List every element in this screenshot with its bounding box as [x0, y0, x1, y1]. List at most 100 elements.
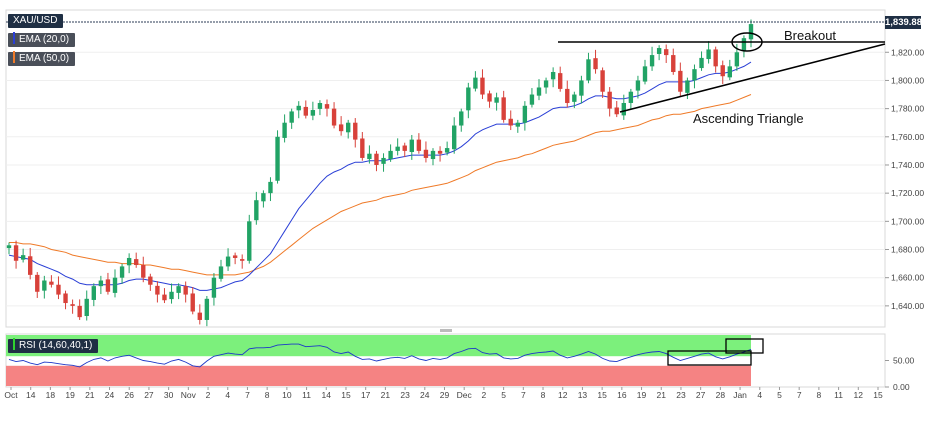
pattern-text: Ascending Triangle	[693, 111, 804, 126]
candle-body	[692, 69, 697, 81]
x-tick-label: 15	[873, 390, 883, 400]
x-tick-label: 18	[46, 390, 56, 400]
y-tick-label: 1,820.00	[891, 47, 924, 57]
x-tick-label: 28	[716, 390, 726, 400]
candle-body	[303, 106, 308, 116]
candle-body	[487, 93, 492, 102]
candle-body	[741, 38, 747, 52]
x-tick-label: 15	[341, 390, 351, 400]
candle-body	[176, 286, 181, 293]
rsi-line	[8, 343, 752, 368]
x-tick-label: 23	[400, 390, 410, 400]
x-tick-label: 15	[597, 390, 607, 400]
candle-body	[558, 73, 563, 89]
rsi-axis: 0.00 50.00	[885, 356, 915, 392]
candle-body	[402, 145, 407, 151]
candle-body	[466, 87, 471, 111]
candle-body	[381, 157, 386, 164]
candle-body	[20, 255, 26, 260]
candle-body	[91, 286, 96, 300]
candle-body	[360, 138, 365, 158]
x-tick-label: 7	[521, 390, 526, 400]
x-tick-label: 23	[676, 390, 686, 400]
candle-body	[225, 256, 231, 267]
x-tick-label: 21	[381, 390, 391, 400]
candle-body	[565, 88, 570, 103]
x-tick-label: Jan	[733, 390, 747, 400]
candle-body	[572, 94, 577, 102]
ema50-badge[interactable]: EMA (50,0)	[8, 51, 76, 66]
x-tick-label: 12	[558, 390, 568, 400]
candle-body	[218, 266, 224, 279]
panel-divider[interactable]	[440, 329, 452, 332]
x-tick-label: 2	[206, 390, 211, 400]
last-price-value: 1,839.88	[885, 17, 922, 28]
candle-body	[204, 298, 210, 320]
candle-body	[642, 66, 648, 82]
candle-body	[77, 305, 82, 318]
candle-body	[459, 111, 464, 126]
x-tick-label: 24	[105, 390, 115, 400]
candle-body	[232, 255, 238, 258]
candle-body	[317, 102, 323, 109]
candle-body	[628, 91, 634, 103]
candle-body	[247, 221, 252, 261]
x-tick-label: 27	[696, 390, 706, 400]
candle-body	[155, 285, 160, 295]
candle-body	[331, 108, 337, 126]
candle-body	[515, 122, 520, 127]
rsi-box-consolidation	[667, 350, 752, 366]
y-tick-label: 1,700.00	[891, 216, 924, 226]
candle-body	[727, 66, 732, 78]
candle-body	[536, 87, 542, 96]
y-tick-label: 1,720.00	[891, 188, 924, 198]
x-tick-label: 8	[541, 390, 546, 400]
y-tick-label: 1,800.00	[891, 75, 924, 85]
candle-body	[473, 77, 478, 89]
price-axis: 1,640.00 1,660.00 1,680.00 1,700.00 1,720.00…	[885, 47, 924, 311]
candle-body	[444, 148, 450, 153]
x-tick-label: 4	[757, 390, 762, 400]
candle-body	[522, 105, 528, 123]
candle-body	[593, 58, 598, 70]
y-tick-label: 1,680.00	[891, 245, 924, 255]
candle-body	[600, 70, 605, 92]
pattern-annotation: Ascending Triangle	[693, 111, 804, 126]
candle-body	[254, 200, 259, 221]
candle-body	[664, 49, 669, 56]
candle-body	[63, 293, 68, 304]
ema20-line	[8, 61, 752, 291]
candle-body	[395, 146, 400, 151]
x-tick-label: 11	[302, 390, 311, 400]
ema20-series	[8, 61, 752, 291]
candle-body	[586, 59, 591, 81]
rsi-swatch	[13, 338, 15, 351]
candle-body	[529, 94, 535, 105]
time-axis: Oct 14 18 19 21 24 26 27 30 Nov 2 4 7 8 10 11 14 15 17 21 23…	[4, 387, 883, 400]
candle-body	[607, 91, 612, 109]
rsi-series	[8, 343, 752, 368]
rsi-box-breakout	[725, 338, 764, 354]
symbol-badge[interactable]: XAU/USD	[8, 14, 64, 28]
candle-body	[126, 257, 132, 266]
x-tick-label: 7	[245, 390, 250, 400]
candle-body	[49, 281, 54, 285]
candle-body	[28, 256, 33, 275]
candle-body	[112, 277, 118, 293]
candle-body	[720, 65, 725, 77]
rsi-lower-zone	[6, 365, 751, 386]
x-tick-label: 10	[282, 390, 292, 400]
x-tick-label: 24	[420, 390, 430, 400]
ema20-badge[interactable]: EMA (20,0)	[8, 32, 76, 47]
candle-body	[35, 274, 40, 292]
rsi-tick-label: 0.00	[893, 382, 910, 392]
x-tick-label: 11	[834, 390, 843, 400]
candle-body	[550, 71, 556, 80]
candle-body	[197, 312, 202, 320]
candle-body	[289, 111, 294, 123]
rsi-badge[interactable]: RSI (14,60,40,1)	[8, 338, 99, 353]
ema50-swatch	[13, 51, 15, 64]
candle-body	[678, 70, 683, 92]
x-tick-label: 19	[637, 390, 647, 400]
breakout-text: Breakout	[784, 28, 837, 43]
